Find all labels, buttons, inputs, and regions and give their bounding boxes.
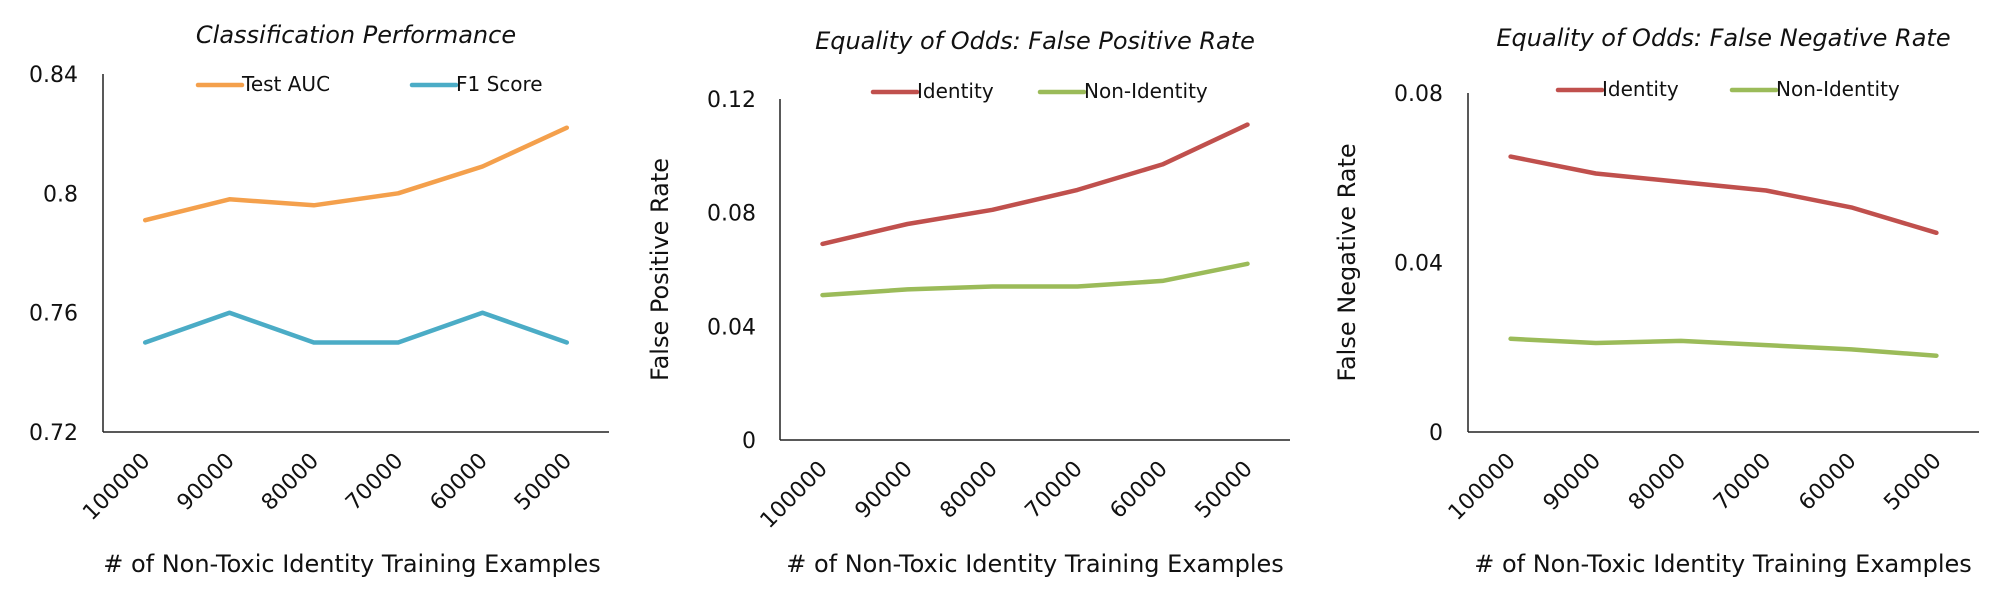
legend-label: Identity (917, 79, 994, 103)
y-tick-label: 0.8 (43, 182, 78, 207)
series-line-2 (142, 310, 570, 345)
y-tick-label: 0.04 (1394, 252, 1443, 277)
y-tick-label: 0.12 (707, 88, 756, 113)
legend-label: Identity (1602, 77, 1679, 101)
x-tick-label: 60000 (426, 449, 493, 516)
series-line-1 (820, 122, 1250, 247)
chart-title: Equality of Odds: False Positive Rate (815, 27, 1255, 55)
x-tick-label: 50000 (1879, 449, 1946, 516)
x-tick-label: 100000 (1444, 449, 1521, 526)
x-tick-label: 80000 (1624, 449, 1691, 516)
x-tick-label: 70000 (341, 449, 408, 516)
legend-label: Non-Identity (1084, 79, 1208, 103)
y-tick-label: 0.84 (29, 63, 78, 88)
legend-label: Test AUC (241, 72, 330, 96)
x-tick-label: 80000 (257, 449, 324, 516)
chart-panel-1: Classification Performance 0.72 0.76 0.8 0.8… (29, 21, 609, 578)
legend-label: Non-Identity (1776, 77, 1900, 101)
x-axis-label: # of Non-Toxic Identity Training Example… (786, 550, 1284, 578)
x-axis-label: # of Non-Toxic Identity Training Example… (103, 550, 601, 578)
series-line-2 (820, 261, 1250, 298)
x-tick-label: 80000 (936, 457, 1003, 524)
x-tick-label: 70000 (1709, 449, 1776, 516)
x-tick-label: 100000 (756, 457, 833, 534)
chart-title: Equality of Odds: False Negative Rate (1496, 24, 1950, 52)
series-line-1 (142, 125, 570, 223)
y-tick-label: 0.76 (29, 302, 78, 327)
x-tick-label: 90000 (1539, 449, 1606, 516)
legend-label: F1 Score (456, 72, 543, 96)
x-tick-label: 90000 (173, 449, 240, 516)
chart-panel-2: Equality of Odds: False Positive Rate 0 0.… (646, 27, 1290, 578)
x-tick-label: 50000 (510, 449, 577, 516)
y-axis-label: False Positive Rate (646, 158, 674, 381)
series-line-1 (1508, 154, 1939, 236)
x-tick-label: 60000 (1106, 457, 1173, 524)
y-tick-label: 0.08 (707, 202, 756, 227)
x-tick-label: 50000 (1191, 457, 1258, 524)
x-tick-label: 60000 (1794, 449, 1861, 516)
x-axis-label: # of Non-Toxic Identity Training Example… (1474, 550, 1972, 578)
chart-panel-3: Equality of Odds: False Negative Rate 0 0.… (1333, 24, 1979, 578)
series-line-2 (1508, 336, 1939, 358)
y-tick-label: 0 (1429, 421, 1443, 446)
x-tick-label: 90000 (851, 457, 918, 524)
x-tick-label: 70000 (1021, 457, 1088, 524)
y-tick-label: 0.08 (1394, 82, 1443, 107)
y-tick-label: 0 (742, 429, 756, 454)
y-tick-label: 0.04 (707, 315, 756, 340)
chart-title: Classification Performance (196, 21, 516, 49)
x-tick-label: 100000 (78, 449, 155, 526)
y-axis-label: False Negative Rate (1333, 143, 1361, 381)
y-tick-label: 0.72 (29, 421, 78, 446)
